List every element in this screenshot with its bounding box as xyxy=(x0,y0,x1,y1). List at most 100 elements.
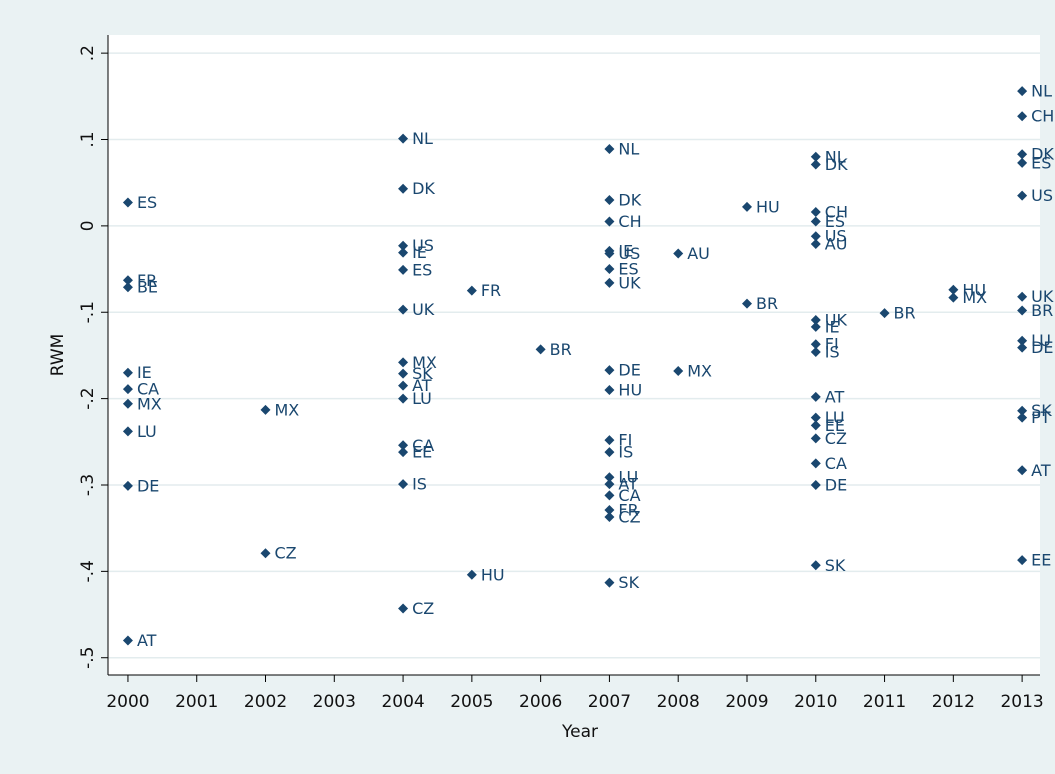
point-label: CH xyxy=(825,203,848,222)
point xyxy=(604,248,615,259)
x-tick-label: 2011 xyxy=(863,692,906,712)
point xyxy=(810,479,821,490)
point-label: MX xyxy=(687,361,712,380)
point xyxy=(604,447,615,458)
point xyxy=(398,304,409,315)
point xyxy=(604,365,615,376)
point-label: MX xyxy=(412,353,437,372)
point-label: UK xyxy=(1031,287,1054,306)
point xyxy=(810,159,821,170)
point xyxy=(122,282,133,293)
x-tick-label: 2007 xyxy=(588,692,631,712)
point-label: EE xyxy=(825,416,845,435)
point-label: UK xyxy=(412,300,435,319)
point-label: SK xyxy=(1031,401,1052,420)
point xyxy=(604,505,615,516)
point xyxy=(810,239,821,250)
point xyxy=(604,511,615,522)
point-label: MX xyxy=(962,288,987,307)
point-label: DE xyxy=(825,475,847,494)
point xyxy=(810,339,821,350)
point-label: ES xyxy=(618,260,638,279)
point-label: ES xyxy=(412,260,432,279)
point-label: MX xyxy=(275,400,300,419)
point xyxy=(810,560,821,571)
point xyxy=(466,569,477,580)
point xyxy=(398,447,409,458)
point-label: DE xyxy=(1031,338,1053,357)
point xyxy=(948,284,959,295)
point-label: BR xyxy=(1031,301,1053,320)
point xyxy=(122,480,133,491)
x-tick-label: 2010 xyxy=(794,692,837,712)
point xyxy=(398,393,409,404)
point-label: CZ xyxy=(618,507,640,526)
point-label: CA xyxy=(137,380,159,399)
y-tick-label: -.5 xyxy=(78,647,98,669)
point xyxy=(398,479,409,490)
point-label: UK xyxy=(618,273,641,292)
y-axis-label: RWM xyxy=(48,334,68,377)
point xyxy=(1017,412,1028,423)
point xyxy=(1017,342,1028,353)
point xyxy=(122,384,133,395)
point-label: AT xyxy=(1031,461,1051,480)
point-label: FI xyxy=(618,431,632,450)
point-label: IE xyxy=(137,363,152,382)
point xyxy=(604,277,615,288)
point-label: US xyxy=(618,244,640,263)
point xyxy=(741,201,752,212)
point-label: AT xyxy=(825,387,845,406)
point xyxy=(398,368,409,379)
x-tick-label: 2008 xyxy=(657,692,700,712)
point xyxy=(1017,305,1028,316)
point-label: NL xyxy=(825,147,846,166)
point xyxy=(604,216,615,227)
point-label: LU xyxy=(412,389,432,408)
point-label: IS xyxy=(618,443,633,462)
point xyxy=(398,247,409,258)
point-label: IE xyxy=(412,243,427,262)
x-tick-label: 2009 xyxy=(725,692,768,712)
point xyxy=(122,635,133,646)
point-label: CZ xyxy=(275,544,297,563)
point xyxy=(1017,465,1028,476)
point xyxy=(398,240,409,251)
point-label: SK xyxy=(825,556,846,575)
x-tick-label: 2012 xyxy=(932,692,975,712)
point xyxy=(810,151,821,162)
point-label: CZ xyxy=(412,599,434,618)
point-label: DK xyxy=(825,155,848,174)
point-label: DK xyxy=(412,179,435,198)
x-tick-label: 2006 xyxy=(519,692,562,712)
point-label: HU xyxy=(618,380,642,399)
point xyxy=(673,248,684,259)
x-axis-label: Year xyxy=(561,722,598,742)
point-label: FI xyxy=(825,335,839,354)
point xyxy=(810,216,821,227)
point-label: CA xyxy=(618,486,640,505)
point xyxy=(673,365,684,376)
point xyxy=(1017,555,1028,566)
point xyxy=(810,346,821,357)
point xyxy=(398,440,409,451)
point xyxy=(122,275,133,286)
point-label: BR xyxy=(756,294,778,313)
point xyxy=(122,398,133,409)
point-label: HU xyxy=(481,565,505,584)
y-tick-label: -.3 xyxy=(78,474,98,496)
y-tick-label: -.4 xyxy=(78,560,98,582)
point-label: FR xyxy=(481,281,501,300)
point xyxy=(398,380,409,391)
point-label: IS xyxy=(412,475,427,494)
point xyxy=(810,433,821,444)
point-label: AU xyxy=(687,244,710,263)
point xyxy=(398,133,409,144)
point-label: AT xyxy=(137,631,157,650)
y-tick-label: -.2 xyxy=(78,387,98,409)
point xyxy=(604,479,615,490)
point-label: AU xyxy=(825,235,848,254)
x-tick-label: 2003 xyxy=(313,692,356,712)
point-label: CH xyxy=(618,212,641,231)
